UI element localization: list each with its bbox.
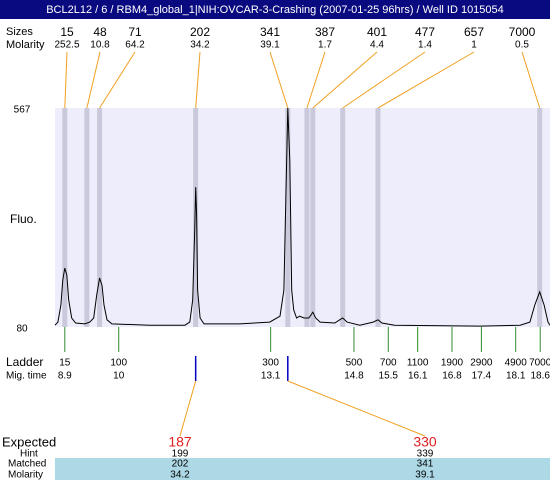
peak-leader: [195, 51, 201, 109]
peak-molarity: 1: [471, 40, 477, 51]
y-axis-title: Fluo.: [10, 212, 37, 226]
peak-leader: [99, 51, 136, 109]
peak-molarity: 252.5: [54, 40, 79, 51]
molarity-row: [55, 469, 550, 480]
ladder-time: 13.1: [261, 371, 281, 382]
peak-molarity: 64.2: [125, 40, 145, 51]
matched-row: [55, 458, 550, 469]
peak-leader: [342, 51, 426, 109]
matched-value: 202: [172, 459, 189, 470]
plot-area: [55, 108, 550, 327]
ladder-time: 10: [113, 371, 125, 382]
peak-molarity: 0.5: [515, 40, 529, 51]
expected-molarity-label: Molarity: [8, 470, 43, 480]
ladder-size: 500: [346, 358, 363, 369]
peak-size: 387: [315, 25, 335, 39]
peak-leader: [269, 51, 289, 109]
y-tick-label: 567: [14, 105, 31, 116]
peak-leader: [312, 51, 378, 109]
ladder-size: 7000: [529, 358, 550, 369]
peak-molarity: 34.2: [190, 40, 210, 51]
peak-molarity: 1.4: [418, 40, 432, 51]
peak-molarity: 4.4: [370, 40, 384, 51]
ladder-time: 18.6: [530, 371, 550, 382]
peak-size: 7000: [509, 25, 536, 39]
ladder-size: 700: [380, 358, 397, 369]
sizes-label: Sizes: [6, 26, 33, 38]
ladder-size: 15: [59, 358, 71, 369]
peak-leader: [86, 51, 101, 109]
ladder-size: 1900: [441, 358, 464, 369]
hint-label: Hint: [20, 449, 38, 460]
ladder-time: 17.4: [472, 371, 492, 382]
expected-label: Expected: [2, 434, 56, 449]
matched-label: Matched: [8, 459, 46, 470]
peak-molarity: 10.8: [90, 40, 110, 51]
title: BCL2L12 / 6 / RBM4_global_1|NIH:OVCAR-3-…: [46, 4, 504, 16]
peak-band: [62, 108, 68, 327]
ladder-time: 14.8: [344, 371, 364, 382]
hint-value: 339: [417, 449, 434, 460]
peak-size: 15: [60, 25, 74, 39]
ladder-size: 100: [110, 358, 127, 369]
hint-value: 199: [172, 449, 189, 460]
peak-band: [375, 108, 381, 327]
peak-leader: [306, 51, 326, 109]
ladder-time: 16.1: [408, 371, 428, 382]
peak-size: 202: [190, 25, 210, 39]
ladder-label: Ladder: [6, 355, 43, 369]
peak-size: 657: [464, 25, 484, 39]
peak-band: [97, 108, 103, 327]
ladder-size: 1100: [407, 358, 429, 369]
peak-molarity: 39.1: [260, 40, 280, 51]
ladder-time: 15.5: [379, 371, 399, 382]
ladder-time: 18.1: [506, 371, 526, 382]
peak-leader: [64, 51, 68, 109]
mig-time-label: Mig. time: [6, 371, 47, 382]
trace: [54, 107, 550, 327]
peak-band: [310, 108, 316, 327]
peak-band: [537, 108, 543, 327]
peak-band: [304, 108, 310, 327]
matched-value: 341: [417, 459, 434, 470]
expected-molarity: 34.2: [170, 470, 190, 480]
peak-band: [340, 108, 346, 327]
ladder-time: 16.8: [442, 371, 462, 382]
ladder-size: 2900: [470, 358, 493, 369]
peak-leader: [377, 51, 475, 109]
peak-size: 401: [367, 25, 387, 39]
ladder-size: 300: [262, 358, 279, 369]
peak-band: [193, 108, 199, 327]
title-bar: [0, 0, 550, 19]
peak-size: 48: [93, 25, 107, 39]
expected-size: 330: [413, 434, 437, 450]
peak-band: [285, 108, 291, 327]
expected-leader: [179, 380, 197, 437]
molarity-label: Molarity: [6, 39, 45, 51]
expected-molarity: 39.1: [415, 470, 435, 480]
peak-size: 71: [128, 25, 142, 39]
y-tick-label: 80: [16, 324, 28, 335]
peak-size: 341: [260, 25, 280, 39]
peak-band: [84, 108, 90, 327]
peak-leader: [521, 51, 541, 109]
ladder-size: 4900: [505, 358, 528, 369]
peak-molarity: 1.7: [318, 40, 332, 51]
ladder-time: 8.9: [58, 371, 72, 382]
expected-size: 187: [168, 434, 192, 450]
expected-leader: [287, 380, 426, 437]
peak-size: 477: [415, 25, 435, 39]
